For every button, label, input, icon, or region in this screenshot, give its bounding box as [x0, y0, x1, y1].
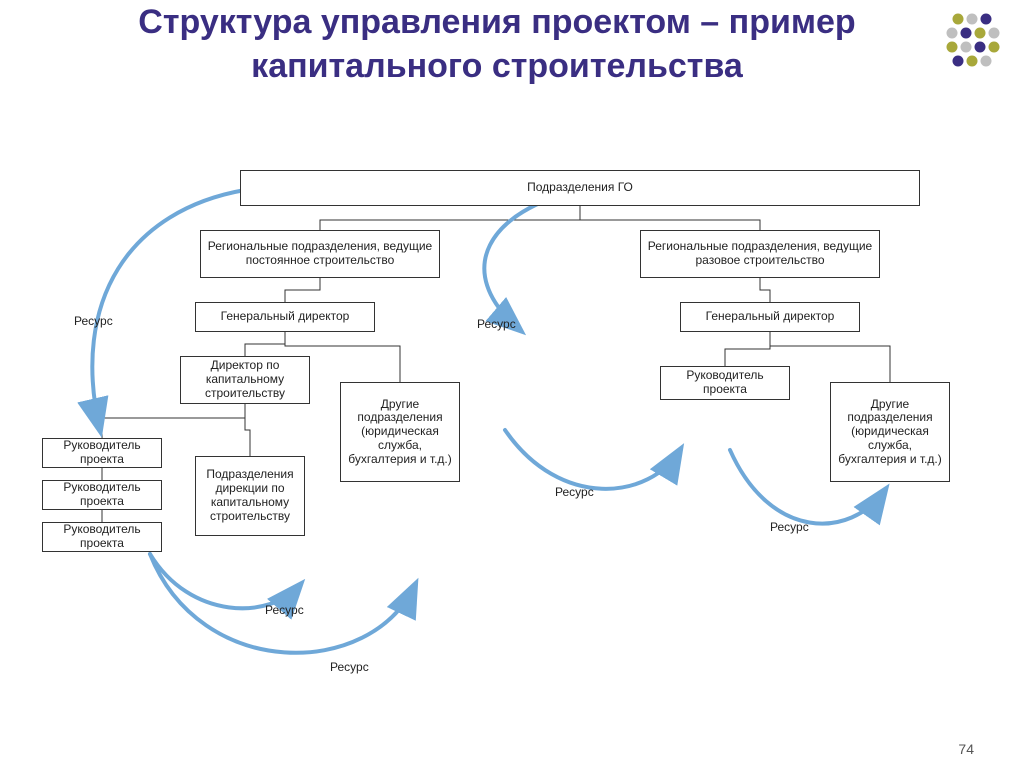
node-subdiv: Подразделения дирекции по капитальному с… [195, 456, 305, 536]
node-reg_left: Региональные подразделения, ведущие пост… [200, 230, 440, 278]
node-gendir_l: Генеральный директор [195, 302, 375, 332]
resource-label-4: Ресурс [555, 485, 594, 499]
slide-number: 74 [958, 741, 974, 757]
decorative-logo [938, 10, 1004, 76]
resource-label-5: Ресурс [770, 520, 809, 534]
node-other_l: Другие подразделения (юридическая служба… [340, 382, 460, 482]
node-reg_right: Региональные подразделения, ведущие разо… [640, 230, 880, 278]
resource-label-1: Ресурс [265, 603, 304, 617]
node-pm1: Руководитель проекта [42, 438, 162, 468]
node-pm3: Руководитель проекта [42, 522, 162, 552]
node-pm_r: Руководитель проекта [660, 366, 790, 400]
node-gendir_r: Генеральный директор [680, 302, 860, 332]
org-chart: Подразделения ГО Региональные подразделен… [0, 170, 1024, 730]
resource-label-2: Ресурс [330, 660, 369, 674]
slide-title: Структура управления проектом – пример к… [50, 0, 944, 88]
resource-label-3: Ресурс [477, 317, 516, 331]
node-top: Подразделения ГО [240, 170, 920, 206]
node-other_r: Другие подразделения (юридическая служба… [830, 382, 950, 482]
resource-label-0: Ресурс [74, 314, 113, 328]
node-dir_cap: Директор по капитальному строительству [180, 356, 310, 404]
node-pm2: Руководитель проекта [42, 480, 162, 510]
